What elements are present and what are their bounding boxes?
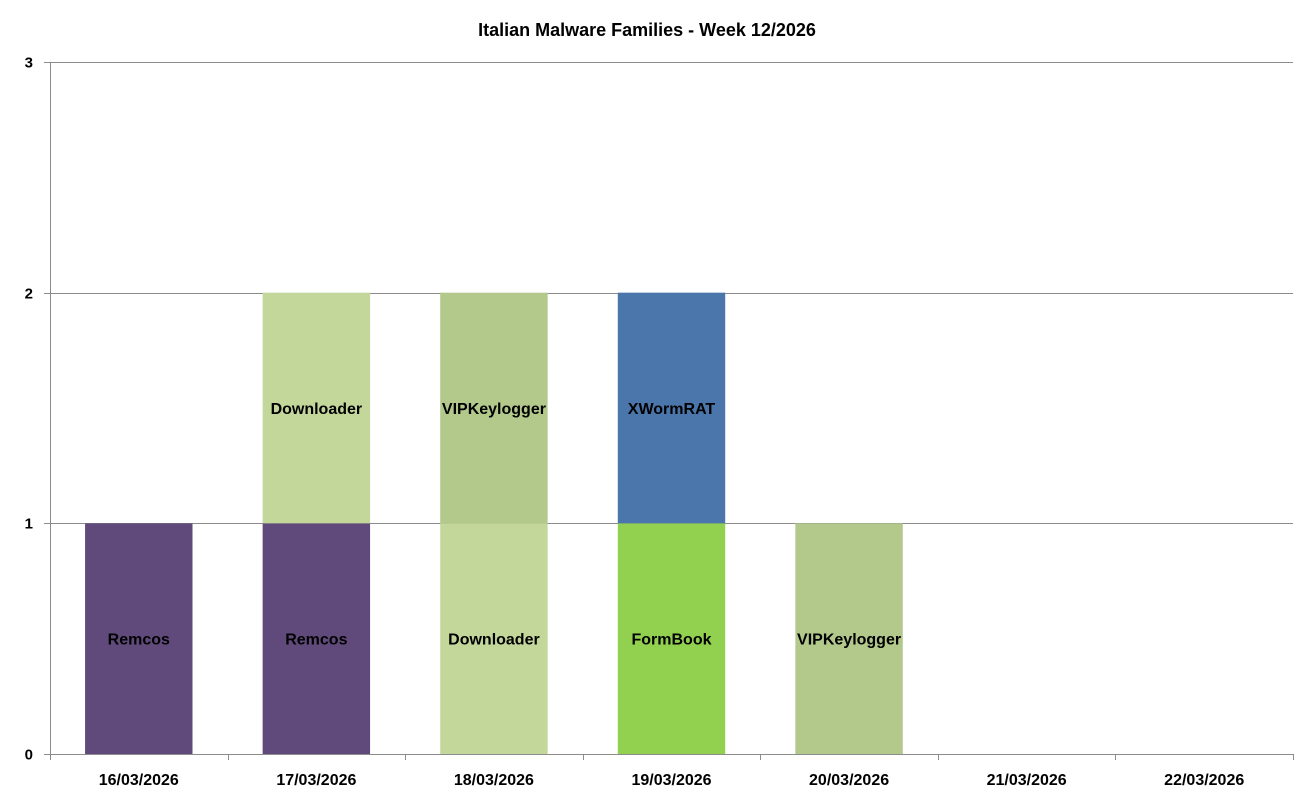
bar-segment (617, 523, 726, 754)
bar-segment (440, 523, 548, 754)
bar-segment-label: Downloader (448, 632, 540, 649)
bar-segment-label: XWormRAT (628, 401, 716, 418)
bars: Remcos Remcos Downloader Downloader VIPKeylo… (85, 292, 903, 754)
bar-segment (262, 523, 371, 754)
x-tick-label: 22/03/2026 (1164, 772, 1244, 789)
x-tick-label: 16/03/2026 (99, 772, 179, 789)
y-tick-label: 3 (25, 55, 33, 72)
bar-segment-label: VIPKeylogger (797, 632, 901, 649)
bar-segment-label: FormBook (632, 632, 712, 649)
bar-segment (262, 292, 371, 524)
y-tick-label: 2 (25, 286, 33, 303)
bar-segment (440, 292, 548, 524)
x-tick-label: 20/03/2026 (809, 772, 889, 789)
x-tick-label: 21/03/2026 (987, 772, 1067, 789)
bar-segment (85, 523, 193, 754)
x-tick-label: 18/03/2026 (454, 772, 534, 789)
x-tick-label: 17/03/2026 (276, 772, 356, 789)
bar-segment (617, 292, 726, 524)
y-tick-label: 0 (25, 747, 33, 764)
bar-segment (795, 523, 903, 754)
bar-segment-label: Remcos (285, 632, 347, 649)
axes: 0 1 2 3 16/03/2026 17/03/2026 18/03/2026 19/03/… (25, 55, 1294, 789)
bar-segment-label: Remcos (108, 632, 170, 649)
bar-segment-label: VIPKeylogger (442, 401, 546, 418)
x-tick-label: 19/03/2026 (631, 772, 711, 789)
y-tick-label: 1 (25, 516, 33, 533)
chart-title: Italian Malware Families - Week 12/2026 (478, 20, 816, 40)
bar-segment-label: Downloader (271, 401, 363, 418)
